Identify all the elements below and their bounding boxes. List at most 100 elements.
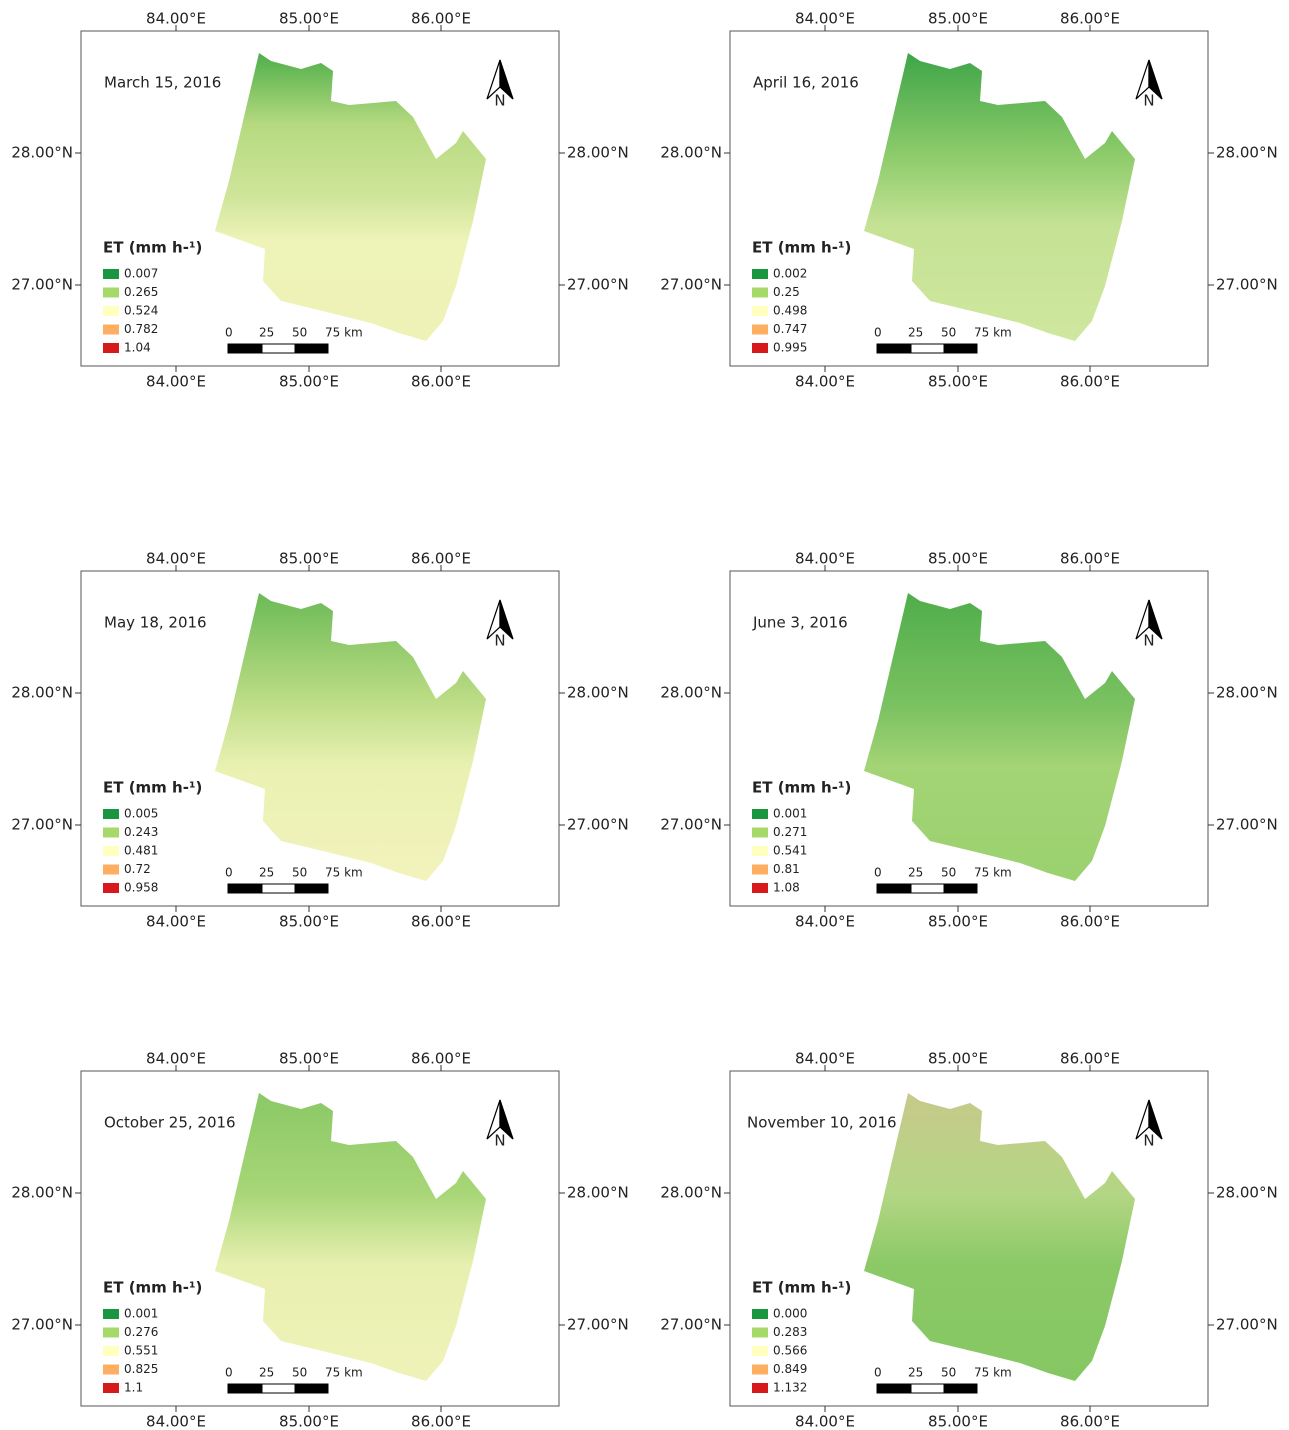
lat-label: 27.00°N — [660, 1316, 722, 1334]
lat-label: 28.00°N — [660, 1184, 722, 1202]
lat-label: 27.00°N — [11, 1316, 73, 1334]
lon-label: 85.00°E — [928, 1413, 988, 1430]
date-label: March 15, 2016 — [104, 74, 221, 92]
scale-bar — [911, 344, 944, 353]
scale-label: 50 — [292, 1366, 307, 1380]
scale-label: 50 — [292, 326, 307, 340]
scale-bar — [911, 884, 944, 893]
lon-label: 84.00°E — [795, 1050, 855, 1068]
legend-title: ET (mm h-¹) — [103, 1279, 202, 1297]
legend-value: 0.005 — [124, 807, 158, 821]
lon-label: 84.00°E — [795, 550, 855, 568]
lon-label: 84.00°E — [146, 1413, 206, 1430]
legend-swatch — [752, 1383, 768, 1393]
lat-label: 28.00°N — [11, 1184, 73, 1202]
scale-label: 50 — [292, 866, 307, 880]
scale-label: 50 — [941, 866, 956, 880]
legend-swatch — [103, 1328, 119, 1338]
scale-label: 0 — [225, 866, 233, 880]
lon-label: 85.00°E — [928, 913, 988, 931]
scale-bar — [295, 884, 328, 893]
map-panel: 84.00°E84.00°E85.00°E85.00°E86.00°E86.00… — [11, 10, 628, 391]
legend-swatch — [752, 809, 768, 819]
lat-label: 27.00°N — [11, 276, 73, 294]
legend-value: 0.524 — [124, 304, 158, 318]
date-label: April 16, 2016 — [753, 74, 859, 92]
scale-label: 0 — [874, 866, 882, 880]
lon-label: 86.00°E — [411, 550, 471, 568]
legend-swatch — [752, 306, 768, 316]
scale-bar — [877, 884, 911, 893]
legend-value: 0.541 — [773, 844, 807, 858]
lon-label: 84.00°E — [146, 10, 206, 28]
legend-swatch — [103, 269, 119, 279]
scale-label: 25 — [908, 866, 923, 880]
lat-label: 28.00°N — [660, 684, 722, 702]
lon-label: 84.00°E — [795, 1413, 855, 1430]
lon-label: 86.00°E — [1060, 913, 1120, 931]
legend-value: 0.481 — [124, 844, 158, 858]
legend-swatch — [103, 343, 119, 353]
legend-value: 0.243 — [124, 825, 158, 839]
scale-label: 50 — [941, 326, 956, 340]
legend-value: 0.498 — [773, 304, 807, 318]
north-label: N — [1143, 1132, 1154, 1150]
scale-bar — [944, 1384, 977, 1393]
legend-swatch — [752, 269, 768, 279]
lon-label: 84.00°E — [146, 550, 206, 568]
lat-label: 28.00°N — [1216, 144, 1278, 162]
lat-label: 28.00°N — [11, 144, 73, 162]
date-label: June 3, 2016 — [752, 614, 848, 632]
legend-swatch — [752, 828, 768, 838]
scale-label: 75 km — [325, 866, 363, 880]
lat-label: 28.00°N — [1216, 1184, 1278, 1202]
lat-label: 28.00°N — [567, 684, 629, 702]
lon-label: 86.00°E — [411, 1050, 471, 1068]
scale-label: 75 km — [325, 1366, 363, 1380]
scale-label: 0 — [225, 326, 233, 340]
lon-label: 85.00°E — [928, 10, 988, 28]
legend-swatch — [103, 809, 119, 819]
map-panel: 84.00°E84.00°E85.00°E85.00°E86.00°E86.00… — [660, 1050, 1277, 1430]
scale-bar — [262, 884, 295, 893]
scale-label: 75 km — [325, 326, 363, 340]
north-label: N — [1143, 92, 1154, 110]
legend-title: ET (mm h-¹) — [752, 1279, 851, 1297]
legend-value: 0.25 — [773, 285, 800, 299]
scale-label: 25 — [259, 1366, 274, 1380]
figure: 84.00°E 84.00°E 85.00°E 85.00°E 86.00°E 86.00… — [0, 0, 1289, 1430]
north-label: N — [1143, 632, 1154, 650]
scale-bar — [295, 1384, 328, 1393]
north-label: N — [494, 632, 505, 650]
lat-label: 28.00°N — [567, 144, 629, 162]
legend-swatch — [752, 865, 768, 875]
legend-value: 0.72 — [124, 862, 151, 876]
map-panel: 84.00°E84.00°E85.00°E85.00°E86.00°E86.00… — [660, 10, 1277, 391]
lon-label: 84.00°E — [146, 1050, 206, 1068]
lon-label: 84.00°E — [795, 10, 855, 28]
north-label: N — [494, 1132, 505, 1150]
lat-label: 28.00°N — [567, 1184, 629, 1202]
legend-value: 0.551 — [124, 1344, 158, 1358]
legend-swatch — [752, 1328, 768, 1338]
date-label: November 10, 2016 — [747, 1114, 897, 1132]
legend-swatch — [103, 828, 119, 838]
lon-label: 86.00°E — [411, 10, 471, 28]
lon-label: 86.00°E — [1060, 1050, 1120, 1068]
scale-bar — [877, 1384, 911, 1393]
scale-label: 0 — [874, 1366, 882, 1380]
map-panel: 84.00°E84.00°E85.00°E85.00°E86.00°E86.00… — [11, 550, 628, 931]
date-label: October 25, 2016 — [104, 1114, 236, 1132]
lon-label: 85.00°E — [279, 373, 339, 391]
legend-swatch — [752, 846, 768, 856]
legend-value: 0.747 — [773, 322, 807, 336]
legend-value: 0.782 — [124, 322, 158, 336]
scale-bar — [228, 884, 262, 893]
lon-label: 85.00°E — [928, 373, 988, 391]
legend-value: 1.132 — [773, 1381, 807, 1395]
scale-bar — [228, 344, 262, 353]
legend-value: 0.002 — [773, 267, 807, 281]
legend-value: 0.283 — [773, 1325, 807, 1339]
scale-label: 25 — [259, 866, 274, 880]
lon-label: 86.00°E — [411, 913, 471, 931]
